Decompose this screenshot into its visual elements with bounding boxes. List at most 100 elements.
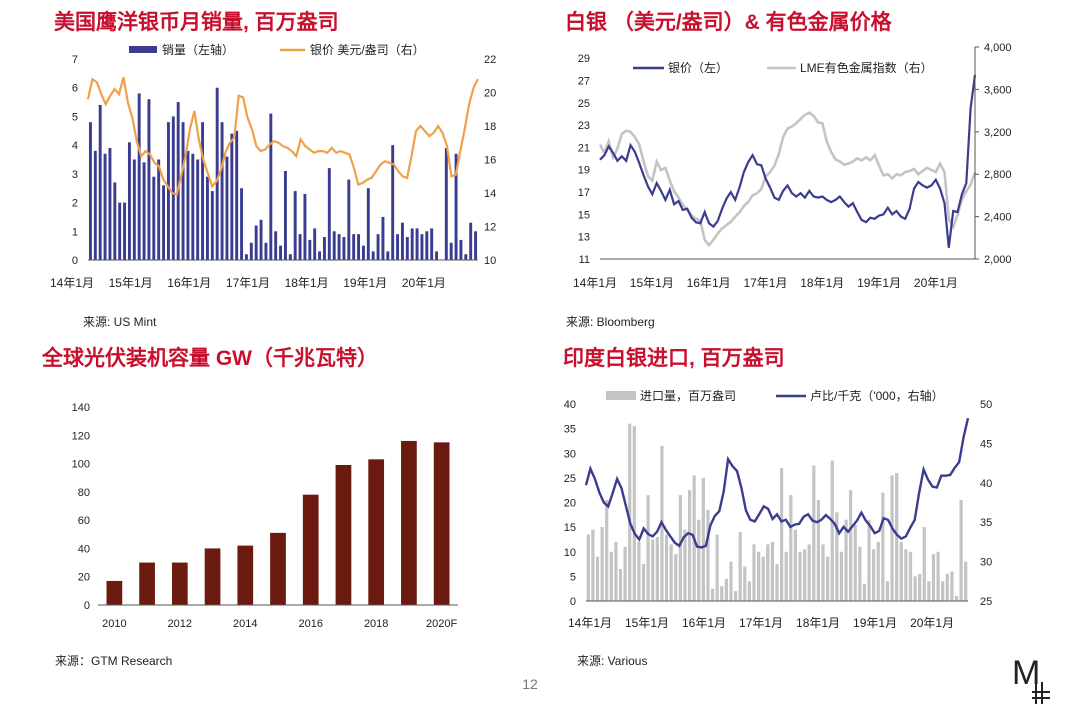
import-bar bbox=[913, 576, 917, 601]
x-tick-label: 2014 bbox=[233, 618, 257, 630]
x-tick-label: 2012 bbox=[168, 618, 192, 630]
y-left-tick-label: 5 bbox=[72, 111, 78, 123]
x-tick-label: 14年1月 bbox=[573, 276, 617, 290]
legend-label-rupee: 卢比/千克（'000，右轴） bbox=[810, 388, 944, 403]
import-bar bbox=[895, 472, 899, 601]
import-bar bbox=[600, 527, 604, 601]
import-bar bbox=[812, 465, 816, 601]
y-left-tick-label: 7 bbox=[72, 54, 78, 66]
coin-sales-bar bbox=[391, 145, 395, 260]
import-bar bbox=[918, 573, 922, 601]
x-tick-label: 18年1月 bbox=[800, 276, 844, 290]
import-bar bbox=[798, 551, 802, 601]
chart-title-india: 印度白银进口, 百万盎司 bbox=[563, 347, 785, 370]
coin-sales-bar bbox=[318, 251, 322, 260]
pv-bar bbox=[401, 440, 417, 605]
import-bar bbox=[922, 527, 926, 601]
import-bar bbox=[743, 566, 747, 601]
import-bar bbox=[664, 534, 669, 601]
pv-bar bbox=[139, 562, 155, 605]
x-tick-label: 16年1月 bbox=[687, 276, 731, 290]
import-bar bbox=[733, 591, 738, 601]
import-bar bbox=[890, 475, 894, 601]
pv-bar bbox=[302, 494, 319, 605]
coin-sales-bar bbox=[254, 225, 258, 260]
import-bar bbox=[591, 529, 595, 601]
coin-sales-bar bbox=[142, 162, 146, 260]
y-left-tick-label: 13 bbox=[578, 232, 590, 244]
import-bar bbox=[807, 544, 811, 601]
y-left-tick-label: 0 bbox=[72, 255, 78, 267]
coin-sales-bar bbox=[264, 242, 268, 260]
import-bar bbox=[623, 546, 627, 601]
import-bar bbox=[720, 586, 724, 601]
pv-bar bbox=[171, 562, 188, 605]
import-bar bbox=[687, 490, 692, 601]
x-tick-label: 19年1月 bbox=[343, 276, 387, 290]
import-bar bbox=[941, 581, 945, 601]
x-tick-label: 15年1月 bbox=[625, 616, 669, 630]
chart-silver-lme: 11 13 15 17 19 21 23 25 27 29 2,000 2,400 2,800 3,200… bbox=[573, 42, 1012, 290]
coin-sales-bar bbox=[210, 191, 214, 260]
coin-sales-bar bbox=[410, 228, 414, 260]
y-right-tick-label: 14 bbox=[484, 188, 496, 200]
legend-swatch-imports bbox=[606, 391, 636, 400]
x-tick-label: 17年1月 bbox=[743, 276, 787, 290]
import-bar bbox=[595, 556, 600, 601]
x-tick-label: 17年1月 bbox=[739, 616, 783, 630]
import-bar bbox=[628, 423, 632, 601]
coin-sales-bar bbox=[132, 159, 136, 260]
y-right-tick-label: 12 bbox=[484, 222, 496, 234]
legend-label-imports: 进口量，百万盎司 bbox=[640, 389, 736, 403]
coin-sales-bar bbox=[162, 185, 166, 260]
import-bar bbox=[618, 568, 623, 601]
y-tick-label: 20 bbox=[78, 572, 90, 584]
coin-sales-bar bbox=[293, 191, 297, 260]
import-bar bbox=[862, 583, 867, 601]
chart-title-pv: 全球光伏装机容量 GW（千兆瓦特） bbox=[42, 347, 378, 370]
y-tick-label: 40 bbox=[78, 543, 90, 555]
import-bar bbox=[931, 554, 936, 601]
coin-sales-bar bbox=[366, 188, 370, 260]
y-left-tick-label: 29 bbox=[578, 53, 590, 65]
pv-bar bbox=[204, 548, 221, 605]
import-bar bbox=[872, 549, 876, 601]
import-bar bbox=[899, 541, 903, 601]
coin-sales-bar bbox=[171, 116, 175, 260]
import-bar bbox=[853, 524, 857, 601]
coin-sales-bar bbox=[454, 153, 458, 260]
pv-bar bbox=[335, 464, 352, 605]
y-right-tick-label: 45 bbox=[980, 438, 992, 450]
coin-sales-bar bbox=[220, 122, 224, 261]
coin-sales-bar bbox=[327, 168, 331, 260]
coin-sales-bar bbox=[357, 234, 361, 260]
coin-sales-bar bbox=[196, 159, 200, 260]
coin-sales-bar bbox=[93, 150, 97, 260]
coin-sales-bar bbox=[230, 133, 234, 260]
y-left-tick-label: 10 bbox=[564, 547, 576, 559]
legend-label-lme: LME有色金属指数（右） bbox=[800, 60, 933, 75]
coin-sales-bar bbox=[361, 245, 365, 260]
silver-price-line bbox=[599, 74, 977, 248]
coin-sales-bar bbox=[108, 148, 112, 260]
coin-sales-bar bbox=[98, 104, 102, 260]
coin-sales-bar bbox=[279, 245, 283, 260]
y-left-tick-label: 20 bbox=[564, 498, 576, 510]
chart-pv: 2010 2012 2014 2016 2018 2020F 0 20 40 60 80 100 120… bbox=[72, 402, 458, 630]
coin-sales-bar bbox=[249, 242, 253, 260]
import-bar bbox=[826, 556, 830, 601]
coin-sales-bar bbox=[308, 239, 312, 260]
silver-price-line bbox=[86, 77, 479, 197]
coin-sales-bar bbox=[298, 234, 302, 260]
source-silver-lme: 来源: Bloomberg bbox=[566, 315, 655, 329]
import-bar bbox=[724, 578, 728, 601]
import-bar bbox=[867, 519, 871, 601]
import-bar bbox=[959, 500, 963, 601]
chart-india: 0 5 10 15 20 25 30 35 40 25 30 35 40 45 50 14年1月 15年1月 16… bbox=[564, 388, 993, 630]
import-bar bbox=[683, 529, 687, 601]
coin-sales-bar bbox=[269, 113, 273, 260]
legend-label-silver: 银价（左） bbox=[668, 60, 728, 75]
y-left-tick-label: 5 bbox=[570, 571, 576, 583]
x-tick-label: 19年1月 bbox=[853, 616, 897, 630]
chart-title-coins: 美国鹰洋银币月销量, 百万盎司 bbox=[54, 11, 339, 34]
